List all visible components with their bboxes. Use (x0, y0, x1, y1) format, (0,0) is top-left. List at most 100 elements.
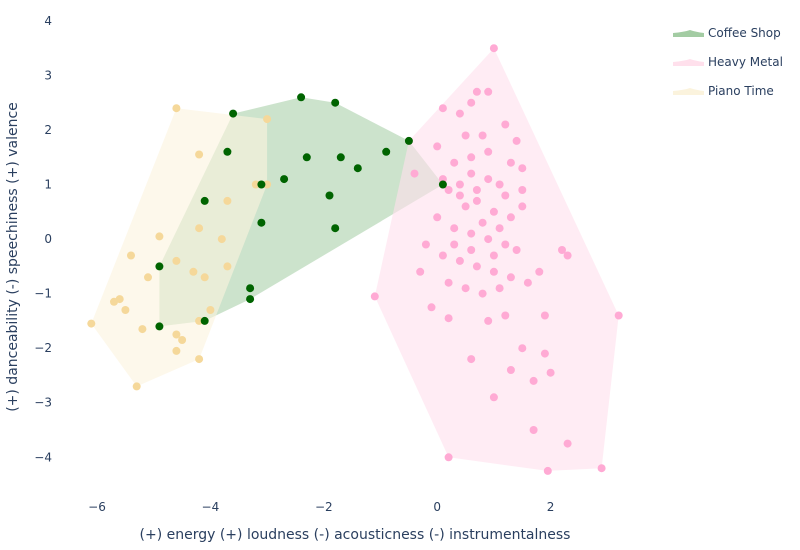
point-heavy-metal (461, 131, 470, 140)
y-tick-label: −1 (34, 287, 52, 301)
point-heavy-metal (543, 466, 552, 475)
point-heavy-metal (438, 251, 447, 260)
point-piano-time (206, 306, 215, 314)
y-tick-label: −2 (34, 341, 52, 355)
point-heavy-metal (484, 235, 493, 244)
y-tick-label: −3 (34, 396, 52, 410)
point-piano-time (127, 251, 135, 260)
point-heavy-metal (484, 175, 493, 184)
point-heavy-metal (614, 311, 623, 320)
point-heavy-metal (489, 207, 498, 216)
y-axis-title: (+) danceability (-) speechiness (+) val… (5, 102, 21, 412)
x-tick-label: −2 (315, 500, 333, 514)
legend-label: Piano Time (708, 84, 774, 98)
legend-item-coffee-shop[interactable]: Coffee Shop (673, 26, 781, 40)
point-piano-time (87, 319, 96, 328)
point-heavy-metal (455, 191, 464, 200)
x-tick-label: 2 (547, 500, 555, 514)
point-heavy-metal (472, 186, 481, 194)
point-heavy-metal (472, 262, 481, 271)
point-heavy-metal (455, 256, 464, 265)
point-coffee-shop (155, 262, 164, 271)
point-coffee-shop (382, 147, 391, 156)
point-piano-time (223, 196, 232, 205)
point-piano-time (195, 150, 204, 159)
point-coffee-shop (404, 136, 413, 145)
point-piano-time (155, 232, 164, 241)
y-tick-label: 1 (44, 178, 52, 192)
legend-swatch (673, 30, 704, 37)
point-heavy-metal (535, 267, 544, 276)
point-coffee-shop (331, 98, 340, 107)
legend-swatch (673, 88, 704, 95)
x-tick-label: −6 (88, 500, 106, 514)
point-piano-time (138, 325, 147, 334)
point-heavy-metal (540, 349, 549, 358)
point-piano-time (195, 316, 204, 325)
point-heavy-metal (540, 311, 549, 320)
point-heavy-metal (416, 267, 425, 276)
point-heavy-metal (484, 147, 493, 156)
point-piano-time (110, 297, 118, 306)
point-heavy-metal (558, 246, 566, 254)
point-heavy-metal (410, 169, 419, 178)
point-heavy-metal (563, 439, 572, 448)
legend[interactable]: Coffee Shop Heavy Metal Piano Time (673, 26, 783, 98)
point-piano-time (200, 273, 209, 282)
point-heavy-metal (529, 376, 538, 385)
point-heavy-metal (506, 158, 515, 167)
point-heavy-metal (518, 164, 527, 173)
point-heavy-metal (501, 311, 510, 320)
point-coffee-shop (353, 164, 362, 173)
point-piano-time (263, 180, 272, 189)
legend-item-piano-time[interactable]: Piano Time (673, 84, 774, 98)
point-heavy-metal (484, 316, 493, 325)
point-piano-time (217, 235, 226, 244)
point-coffee-shop (246, 284, 255, 293)
point-coffee-shop (336, 153, 345, 162)
point-heavy-metal (450, 158, 459, 167)
point-heavy-metal (597, 464, 606, 473)
point-heavy-metal (421, 240, 430, 249)
point-coffee-shop (331, 224, 340, 233)
y-tick-label: −4 (34, 450, 52, 464)
point-heavy-metal (495, 224, 504, 233)
point-heavy-metal (501, 191, 510, 200)
point-piano-time (251, 180, 260, 189)
point-coffee-shop (438, 180, 447, 189)
point-piano-time (172, 104, 181, 113)
point-heavy-metal (444, 453, 453, 462)
y-tick-label: 0 (44, 232, 52, 246)
point-heavy-metal (518, 186, 527, 194)
point-piano-time (172, 346, 181, 355)
point-heavy-metal (467, 169, 476, 178)
point-coffee-shop (200, 196, 209, 205)
legend-swatch (673, 59, 704, 66)
y-axis-ticks: −4 −3 −2 −1 0 1 2 3 4 (34, 14, 52, 464)
point-heavy-metal (489, 393, 498, 402)
point-coffee-shop (229, 109, 238, 118)
point-heavy-metal (501, 240, 510, 249)
point-piano-time (132, 382, 141, 391)
point-coffee-shop (302, 153, 311, 162)
point-heavy-metal (450, 240, 459, 249)
point-heavy-metal (444, 314, 453, 323)
point-heavy-metal (478, 289, 487, 298)
cluster-hulls (91, 48, 619, 471)
point-heavy-metal (506, 366, 515, 374)
point-heavy-metal (467, 355, 476, 364)
legend-item-heavy-metal[interactable]: Heavy Metal (673, 55, 783, 69)
point-heavy-metal (512, 136, 521, 145)
x-tick-label: −4 (202, 500, 220, 514)
point-piano-time (121, 306, 130, 314)
y-tick-label: 2 (44, 123, 52, 137)
point-coffee-shop (325, 191, 334, 200)
point-heavy-metal (506, 273, 515, 282)
point-heavy-metal (433, 142, 442, 151)
point-heavy-metal (455, 180, 464, 189)
legend-label: Heavy Metal (708, 55, 783, 69)
x-axis-title: (+) energy (+) loudness (-) acousticness… (140, 527, 571, 543)
point-heavy-metal (478, 131, 487, 140)
point-heavy-metal (438, 104, 447, 113)
